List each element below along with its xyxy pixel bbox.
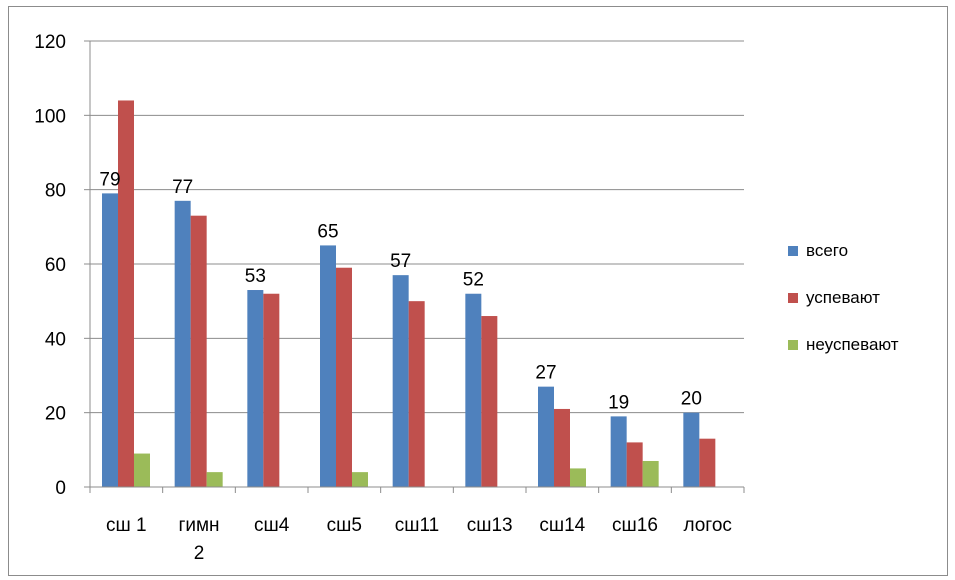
bar-0-2 <box>247 290 264 487</box>
x-tick-label: 2 <box>194 543 205 564</box>
bar-2-1 <box>206 472 223 487</box>
x-tick-label: сш 1 <box>106 515 147 536</box>
legend-label-vsego: всего <box>806 240 849 260</box>
axes <box>84 40 745 493</box>
bar-1-6 <box>554 408 570 487</box>
legend-swatch-neuspevayut <box>788 339 798 350</box>
data-label: 19 <box>608 392 629 413</box>
bar-0-0 <box>102 193 118 487</box>
legend-swatch-vsego <box>788 245 798 256</box>
legend-item-vsego: всего <box>788 238 899 263</box>
data-label: 53 <box>245 266 266 287</box>
data-label: 52 <box>463 270 484 291</box>
legend-swatch-uspevayut <box>788 292 798 303</box>
bar-1-1 <box>190 215 207 487</box>
bar-1-8 <box>699 438 716 487</box>
data-label: 27 <box>535 363 556 384</box>
bar-0-4 <box>392 275 409 487</box>
y-tick-label: 60 <box>45 255 66 276</box>
legend-label-neuspevayut: неуспевают <box>806 334 899 354</box>
x-tick-label: сш14 <box>539 515 585 536</box>
legend: всего успевают неуспевают <box>788 238 899 379</box>
bar-1-2 <box>263 293 280 487</box>
bar-1-0 <box>118 100 134 487</box>
bar-1-4 <box>408 301 425 487</box>
labels: 0 20 40 60 80 100 120 79 77 53 65 57 52 27 19 20 сш 1 гим… <box>34 32 732 564</box>
bar-1-5 <box>481 316 498 487</box>
y-tick-label: 80 <box>45 181 66 202</box>
bar-2-7 <box>642 460 659 487</box>
bar-0-7 <box>610 416 627 487</box>
data-label: 57 <box>390 251 411 272</box>
bar-0-1 <box>174 200 191 488</box>
x-tick-label: сш16 <box>612 515 658 536</box>
legend-item-uspevayut: успевают <box>788 285 899 310</box>
legend-label-uspevayut: успевают <box>806 287 880 307</box>
bar-0-6 <box>538 386 554 487</box>
bar-0-3 <box>320 245 336 487</box>
y-tick-label: 120 <box>34 32 66 53</box>
x-tick-label: сш4 <box>254 515 290 536</box>
x-tick-label: сш13 <box>467 515 513 536</box>
bar-2-6 <box>570 468 586 487</box>
x-tick-label: сш11 <box>395 515 439 536</box>
bar-2-3 <box>352 472 368 487</box>
y-tick-label: 0 <box>55 478 66 499</box>
y-tick-label: 40 <box>45 329 66 350</box>
bar-2-0 <box>134 453 150 487</box>
data-label: 65 <box>317 221 338 242</box>
bar-1-7 <box>626 442 643 487</box>
data-label: 20 <box>681 389 702 410</box>
bar-0-5 <box>465 293 482 487</box>
y-tick-label: 100 <box>34 106 66 127</box>
data-label: 77 <box>172 177 193 198</box>
x-tick-label: гимн <box>178 515 219 536</box>
data-label: 79 <box>99 169 120 190</box>
bar-0-8 <box>683 412 700 487</box>
bar-1-3 <box>336 267 352 487</box>
legend-item-neuspevayut: неуспевают <box>788 332 899 357</box>
y-tick-label: 20 <box>45 404 66 425</box>
x-tick-label: логос <box>683 515 731 536</box>
x-tick-label: сш5 <box>327 515 362 536</box>
bars <box>102 100 716 488</box>
